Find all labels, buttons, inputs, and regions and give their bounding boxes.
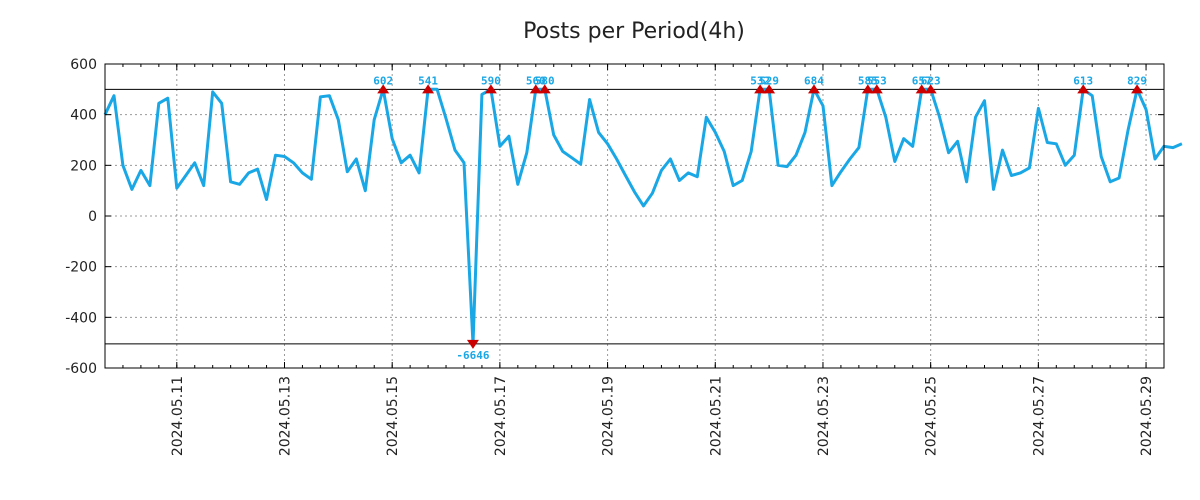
- y-tick-label: 200: [70, 158, 97, 174]
- clip-value-label: -6646: [456, 349, 489, 362]
- y-tick-label: 600: [70, 57, 97, 73]
- clip-marker-up: [915, 84, 928, 94]
- chart-title: Posts per Period(4h): [523, 19, 745, 44]
- clip-value-label: 602: [373, 74, 393, 87]
- clip-lines: [105, 88, 1164, 345]
- series-line: [103, 87, 1183, 346]
- clip-value-label: 560: [526, 74, 546, 87]
- clip-marker-up: [870, 84, 883, 94]
- x-tick-label: 2024.05.13: [277, 376, 293, 456]
- y-tick-label: 400: [70, 108, 97, 124]
- clip-marker-up: [861, 84, 874, 94]
- x-tick-label: 2024.05.21: [708, 376, 724, 456]
- clip-value-label: 553: [867, 74, 887, 87]
- y-tick-label: -200: [65, 260, 97, 276]
- x-tick-label: 2024.05.25: [924, 376, 940, 456]
- clip-marker-up: [1077, 84, 1090, 94]
- clip-value-label: 529: [759, 74, 779, 87]
- y-tick-label: -400: [65, 310, 97, 326]
- plot-frame: [104, 63, 1165, 369]
- clip-marker-up: [538, 84, 551, 94]
- x-tick-label: 2024.05.17: [493, 376, 509, 456]
- clip-marker-up: [807, 84, 820, 94]
- clip-value-label: 657: [912, 74, 932, 87]
- clip-value-label: 585: [858, 74, 878, 87]
- clip-marker-up: [422, 84, 435, 94]
- clip-value-label: 590: [481, 74, 501, 87]
- series-layer: [103, 87, 1183, 346]
- x-tick-label: 2024.05.19: [601, 376, 617, 456]
- clip-marker-down: [466, 339, 479, 349]
- axes: -600 -400 -200 0 200 400 600 2024.05.11 2024.05.…: [65, 57, 1165, 456]
- clip-value-label: 532: [750, 74, 770, 87]
- clip-value-label: 623: [921, 74, 941, 87]
- clip-marker-up: [377, 84, 390, 94]
- clip-marker-up: [924, 84, 937, 94]
- clip-marker-up: [484, 84, 497, 94]
- x-tick-label: 2024.05.15: [385, 376, 401, 456]
- clip-value-label: 580: [535, 74, 555, 87]
- clip-marker-up: [1131, 84, 1144, 94]
- clip-value-label: 829: [1127, 74, 1147, 87]
- x-tick-label: 2024.05.11: [170, 376, 186, 456]
- x-tick-label: 2024.05.29: [1139, 376, 1155, 456]
- clip-value-label: 684: [804, 74, 824, 87]
- clip-marker-up: [763, 84, 776, 94]
- clip-value-label: 541: [418, 74, 438, 87]
- x-tick-label: 2024.05.27: [1031, 376, 1047, 456]
- y-tick-label: -600: [65, 361, 97, 377]
- clip-marker-up: [754, 84, 767, 94]
- clip-marker-up: [529, 84, 542, 94]
- x-tick-label: 2024.05.23: [816, 376, 832, 456]
- clip-value-label: 613: [1073, 74, 1093, 87]
- y-tick-label: 0: [88, 209, 97, 225]
- grid: [105, 64, 1164, 368]
